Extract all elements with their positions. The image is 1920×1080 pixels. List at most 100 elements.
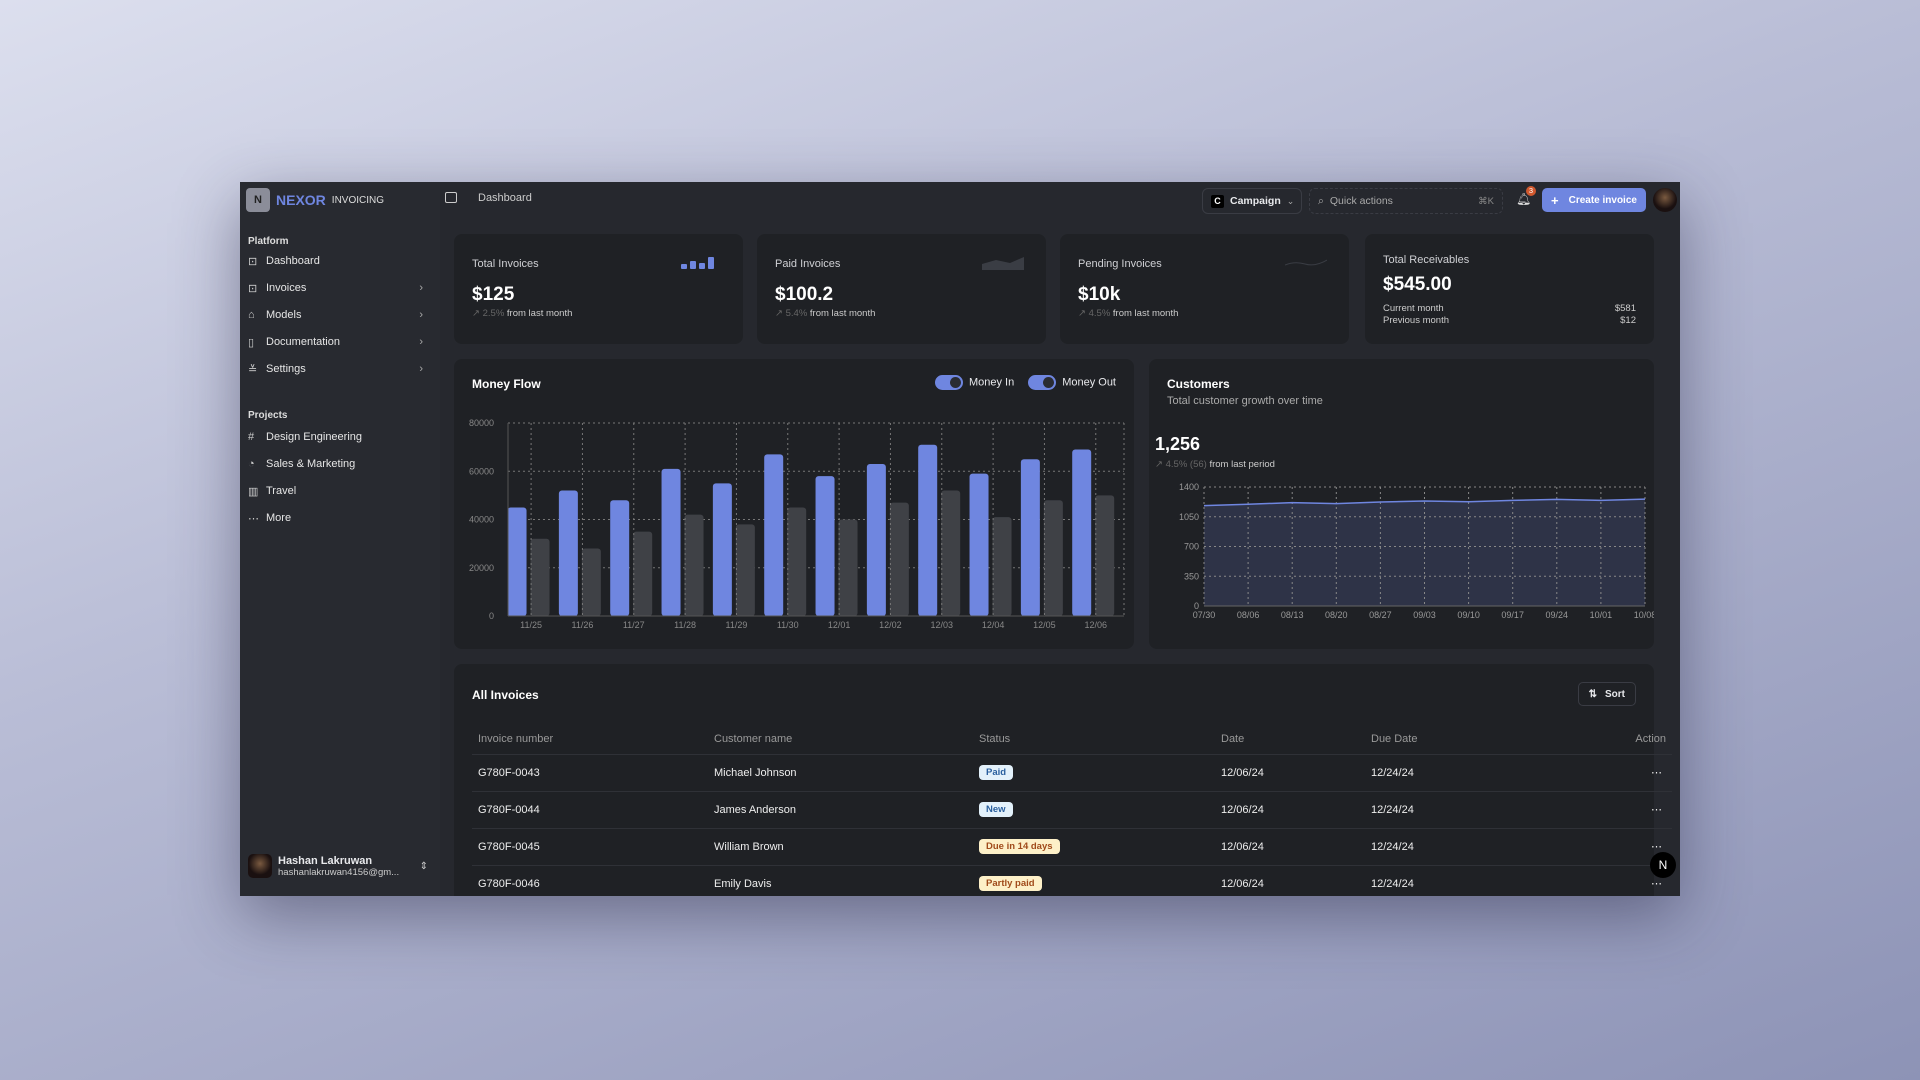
create-invoice-label: Create invoice [1568, 194, 1637, 206]
current-month-row: Current month $581 [1383, 303, 1636, 314]
x-tick-label: 11/28 [674, 620, 696, 630]
sidebar-project-1[interactable]: ◔ Sales & Marketing [248, 453, 423, 475]
y-tick-label: 0 [489, 611, 494, 621]
column-header[interactable]: Date [1215, 724, 1365, 755]
bar-money-in [712, 483, 732, 616]
column-header[interactable]: Due Date [1365, 724, 1535, 755]
column-header[interactable]: Status [973, 724, 1215, 755]
sidebar-item-settings[interactable]: ≚ Settings › [248, 358, 423, 380]
customer-name: Emily Davis [708, 865, 973, 896]
bar-money-in [1072, 449, 1092, 616]
logo[interactable]: N NEXOR INVOICING [246, 188, 384, 212]
bar-money-in [610, 500, 630, 616]
breadcrumb[interactable]: Dashboard [478, 192, 532, 204]
sidebar-item-dashboard[interactable]: ⊡ Dashboard [248, 250, 423, 272]
y-tick-label: 60000 [469, 466, 494, 476]
bar-money-in [969, 473, 989, 616]
bell-icon[interactable]: 🔔︎ [1516, 192, 1532, 206]
sidebar-item-label: Models [266, 309, 302, 321]
stat-title: Total Receivables [1383, 254, 1470, 266]
sidebar-project-0[interactable]: # Design Engineering [248, 426, 423, 448]
y-tick-label: 0 [1194, 601, 1199, 611]
table-row[interactable]: G780F-0043 Michael Johnson Paid 12/06/24 12/… [472, 754, 1672, 792]
column-header[interactable]: Action [1534, 724, 1672, 755]
chevron-right-icon: › [419, 363, 423, 375]
sidebar-item-label: Design Engineering [266, 431, 363, 443]
create-invoice-button[interactable]: + Create invoice [1542, 188, 1646, 212]
search-placeholder: Quick actions [1329, 195, 1393, 207]
quick-actions-search[interactable]: ⌕ Quick actions ⌘K [1309, 188, 1503, 214]
bar-money-out [581, 548, 601, 616]
panel-title: Money Flow [472, 377, 541, 391]
map-icon: ▥ [248, 485, 259, 498]
sort-icon: ⇅ [1588, 688, 1597, 700]
header-avatar[interactable] [1653, 188, 1677, 212]
sidebar-item-label: Settings [266, 363, 306, 375]
x-tick-label: 09/10 [1457, 610, 1480, 620]
column-header[interactable]: Invoice number [472, 724, 708, 755]
table-row[interactable]: G780F-0045 William Brown Due in 14 days 12/… [472, 828, 1672, 866]
invoice-number[interactable]: G780F-0043 [472, 754, 708, 792]
sort-button[interactable]: ⇅ Sort [1577, 682, 1636, 706]
invoice-number[interactable]: G780F-0046 [472, 865, 708, 896]
x-tick-label: 12/03 [931, 620, 954, 630]
stat-change: ↗ 5.4% from last month [775, 308, 876, 319]
toggle-money-out[interactable]: Money Out [1028, 375, 1116, 390]
sidebar-item-label: Documentation [266, 336, 340, 348]
invoices-table: Invoice number Customer name Status Date Due… [472, 724, 1672, 896]
terminal-square-icon: ⊡ [248, 282, 258, 295]
status-badge: Paid [979, 765, 1014, 780]
more-actions-icon[interactable]: ⋯ [1534, 865, 1672, 896]
customers-line [1203, 498, 1646, 507]
sidebar-project-3[interactable]: ⋯ More [248, 507, 423, 529]
stat-card: Total Invoices $125 ↗ 2.5% from last month [454, 234, 743, 344]
money-flow-panel: Money Flow Money In Money Out 0 20000 4000… [454, 359, 1134, 649]
chevron-right-icon: › [419, 336, 423, 348]
search-icon: ⌕ [1318, 194, 1324, 207]
table-row[interactable]: G780F-0044 James Anderson New 12/06/24 12/24… [472, 791, 1672, 829]
floating-n-button[interactable]: N [1650, 852, 1676, 878]
more-actions-icon[interactable]: ⋯ [1534, 828, 1672, 866]
more-actions-icon[interactable]: ⋯ [1534, 754, 1672, 792]
y-tick-label: 350 [1184, 571, 1199, 581]
sidebar: N NEXOR INVOICING Platform ⊡ Dashboard ⊡ In… [240, 182, 440, 896]
sidebar-item-invoices[interactable]: ⊡ Invoices › [248, 277, 423, 299]
change-suffix: from last month [506, 308, 573, 319]
x-tick-label: 12/01 [828, 620, 851, 630]
user-menu[interactable]: Hashan Lakruwan hashanlakruwan4156@gm...… [248, 854, 428, 878]
plus-icon: + [1551, 192, 1559, 208]
sidebar-item-documentation[interactable]: ▯ Documentation › [248, 331, 423, 353]
panel-title: Customers [1167, 377, 1230, 391]
workspace-selector[interactable]: C Campaign ⌄ [1202, 188, 1302, 214]
customers-chart: 0 350 700 1050 1400 07/30 08/06 08/13 08/20 08/27… [1179, 482, 1654, 620]
invoice-number[interactable]: G780F-0045 [472, 828, 708, 866]
stat-value: $125 [472, 284, 515, 305]
invoice-date: 12/06/24 [1215, 754, 1365, 792]
sidebar-project-2[interactable]: ▥ Travel [248, 480, 423, 502]
toggle-money-in[interactable]: Money In [934, 375, 1014, 390]
book-open-icon: ▯ [248, 336, 255, 349]
stat-title: Pending Invoices [1078, 258, 1162, 270]
invoice-number[interactable]: G780F-0044 [472, 791, 708, 829]
due-date: 12/24/24 [1365, 828, 1535, 866]
more-actions-icon[interactable]: ⋯ [1534, 791, 1672, 829]
column-header[interactable]: Customer name [708, 724, 973, 755]
sidebar-toggle-icon[interactable] [445, 192, 457, 203]
bar-money-out [787, 507, 807, 616]
stat-card-receivables: Total Receivables $545.00 Current month $… [1365, 234, 1654, 344]
customer-name: Michael Johnson [708, 754, 973, 792]
stat-card: Pending Invoices $10k ↗ 4.5% from last mon… [1060, 234, 1349, 344]
sidebar-item-models[interactable]: ⌂ Models › [248, 304, 423, 326]
toggle-switch[interactable] [1028, 375, 1057, 390]
x-tick-label: 11/26 [572, 620, 594, 630]
y-tick-label: 40000 [469, 515, 494, 525]
chevron-down-icon: ⌄ [1286, 195, 1295, 206]
x-tick-label: 12/05 [1033, 620, 1056, 630]
table-row[interactable]: G780F-0046 Emily Davis Partly paid 12/06/24… [472, 865, 1672, 896]
toggle-switch[interactable] [934, 375, 963, 390]
y-tick-label: 20000 [469, 563, 494, 573]
due-date: 12/24/24 [1365, 754, 1535, 792]
panel-title: All Invoices [472, 688, 539, 702]
change-suffix: from last month [1112, 308, 1179, 319]
sparkline-icon [681, 256, 721, 275]
